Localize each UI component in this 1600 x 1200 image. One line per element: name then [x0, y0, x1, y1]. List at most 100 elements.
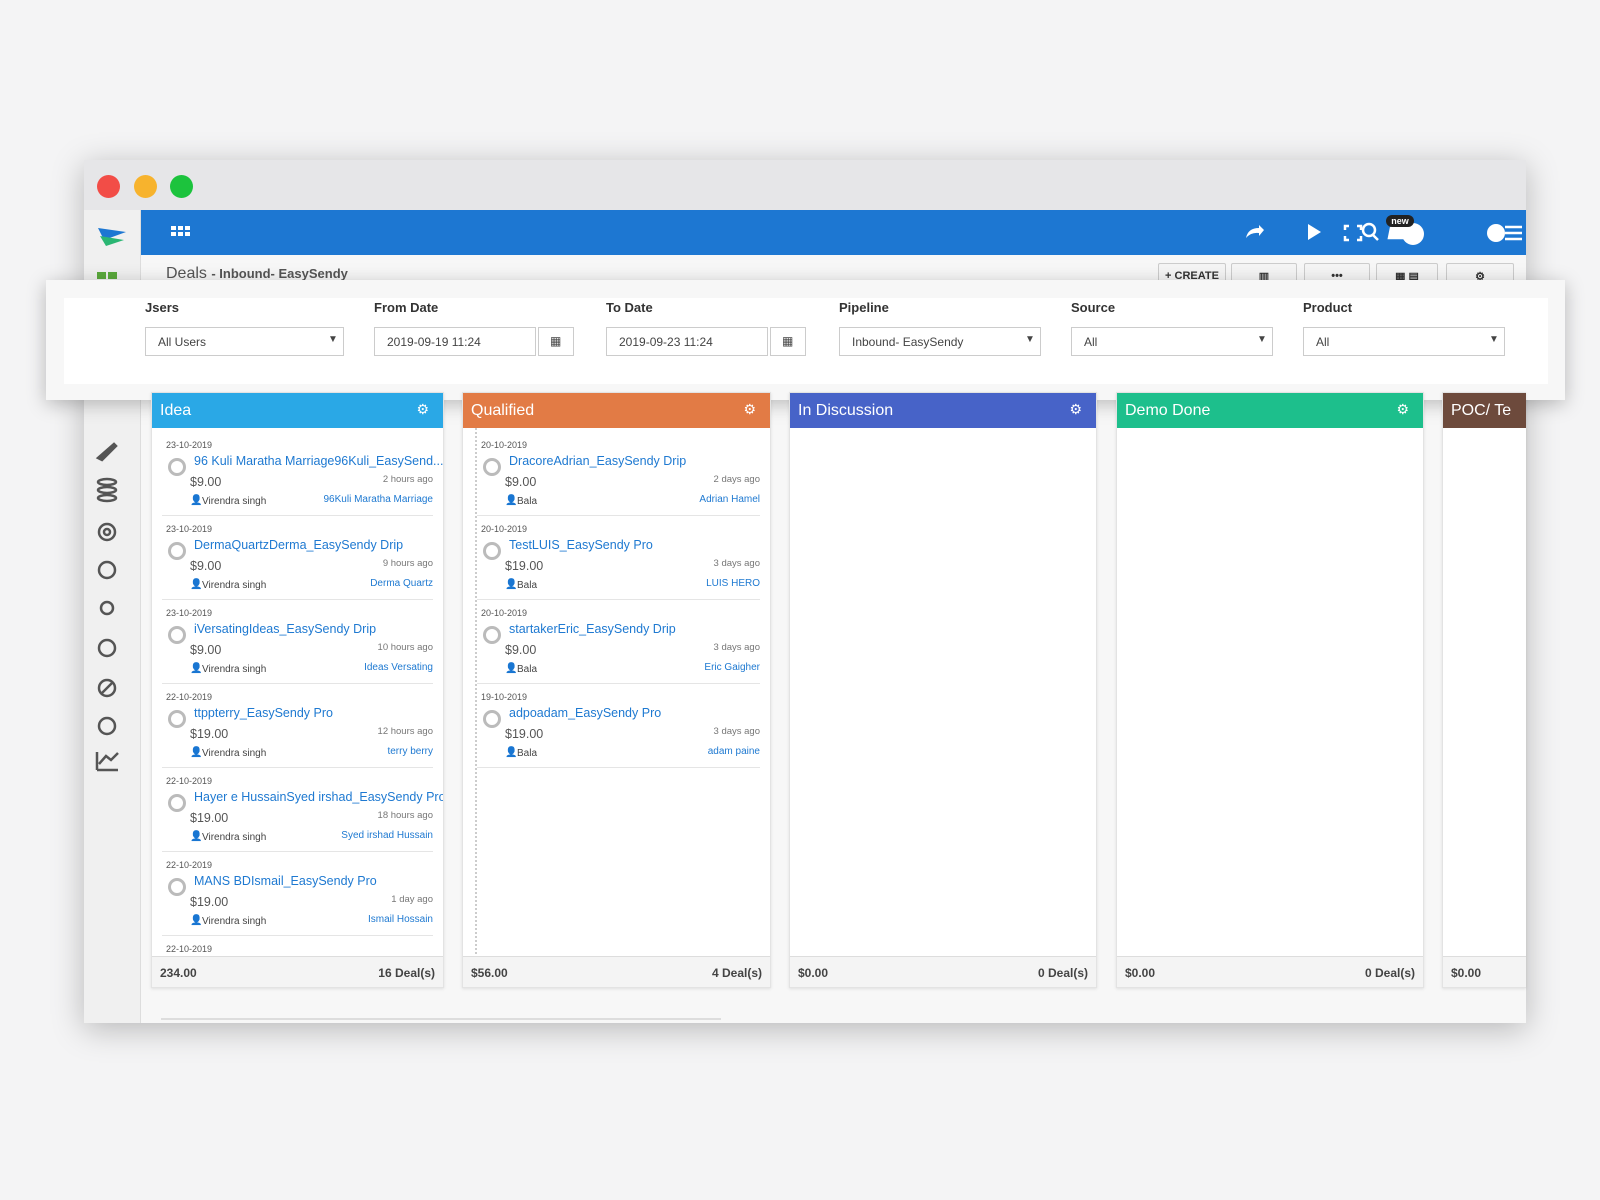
filter-input[interactable]: 2019-09-23 11:24 [606, 327, 768, 356]
deal-owner: Virendra singh [202, 580, 267, 591]
deal-age: 12 hours ago [377, 726, 433, 737]
filter-input[interactable]: All Users [145, 327, 344, 356]
minimize-button[interactable] [134, 175, 157, 198]
pipeline-column: Idea ⚙ 23-10-2019 96 Kuli Maratha Marriage9… [151, 392, 444, 988]
filter-label: From Date [374, 300, 439, 315]
column-footer: $56.00 4 Deal(s) [463, 956, 770, 987]
column-total: $0.00 [798, 966, 829, 980]
deal-name[interactable]: startakerEric_EasySendy Drip [509, 622, 676, 636]
filter-input[interactable]: Inbound- EasySendy [839, 327, 1041, 356]
deal-contact[interactable]: Eric Gaigher [704, 662, 760, 673]
deal-contact[interactable]: LUIS HERO [706, 578, 760, 589]
close-button[interactable] [97, 175, 120, 198]
deal-name[interactable]: TestLUIS_EasySendy Pro [509, 538, 653, 552]
deal-name[interactable]: Hayer e HussainSyed irshad_EasySendy Pro [194, 790, 443, 804]
deal-contact[interactable]: Syed irshad Hussain [341, 830, 433, 841]
avatar [168, 626, 186, 644]
deal-owner: Virendra singh [202, 664, 267, 675]
filter-input[interactable]: 2019-09-19 11:24 [374, 327, 536, 356]
pipeline-subtitle: - Inbound- EasySendy [211, 266, 348, 281]
deal-age: 2 days ago [713, 474, 760, 485]
deal-card[interactable]: 23-10-2019 96 Kuli Maratha Marriage96Kuli… [162, 432, 443, 516]
maximize-button[interactable] [170, 175, 193, 198]
scrollbar [161, 1018, 721, 1020]
column-settings[interactable]: ⚙ [743, 401, 756, 417]
calendar-button[interactable]: ▦ [538, 327, 574, 356]
deal-date: 20-10-2019 [481, 524, 528, 534]
deal-date: 23-10-2019 [166, 524, 213, 534]
deal-card[interactable]: 20-10-2019 startakerEric_EasySendy Drip $9… [477, 600, 760, 684]
filter-input[interactable]: All [1071, 327, 1273, 356]
deal-name[interactable]: ttppterry_EasySendy Pro [194, 706, 333, 720]
deal-owner: Virendra singh [202, 916, 267, 927]
column-settings[interactable]: ⚙ [416, 401, 429, 417]
deal-date: 20-10-2019 [481, 608, 528, 618]
deal-age: 2 hours ago [382, 474, 433, 485]
deal-contact[interactable]: adam paine [707, 746, 760, 757]
deal-card[interactable]: 22-10-2019 [162, 936, 433, 958]
deal-age: 18 hours ago [377, 810, 433, 821]
deal-age: 3 days ago [713, 558, 760, 569]
deal-count: 16 Deal(s) [378, 966, 435, 980]
deal-contact[interactable]: terry berry [387, 746, 433, 757]
deal-card[interactable]: 22-10-2019 MANS BDIsmail_EasySendy Pro $19… [162, 852, 433, 936]
deal-name[interactable]: DermaQuartzDerma_EasySendy Drip [194, 538, 404, 552]
deal-card[interactable]: 20-10-2019 TestLUIS_EasySendy Pro $19.00 3 … [477, 516, 760, 600]
deal-contact[interactable]: Ismail Hossain [367, 914, 433, 925]
deal-amount: $19.00 [190, 811, 229, 825]
calendar-button[interactable]: ▦ [770, 327, 806, 356]
deal-amount: $9.00 [190, 643, 222, 657]
avatar [168, 878, 186, 896]
filter-label: Pipeline [839, 300, 889, 315]
avatar [483, 710, 501, 728]
avatar [168, 794, 186, 812]
deal-age: 3 days ago [713, 642, 760, 653]
deal-contact[interactable]: 96Kuli Maratha Marriage [323, 494, 434, 505]
deal-card[interactable]: 22-10-2019 ttppterry_EasySendy Pro $19.00 1… [162, 684, 433, 768]
deal-age: 1 day ago [391, 894, 433, 905]
deal-contact[interactable]: Adrian Hamel [699, 494, 760, 505]
filter-label: Source [1071, 300, 1116, 315]
deal-card[interactable]: 23-10-2019 iVersatingIdeas_EasySendy Drip… [162, 600, 433, 684]
deal-count: 4 Deal(s) [711, 966, 762, 980]
deal-date: 22-10-2019 [166, 692, 213, 702]
owner-icon: 👤 [505, 495, 518, 506]
column-footer: $0.00 [1443, 956, 1526, 987]
pipeline-column: POC/ Te $0.00 [1442, 392, 1526, 988]
column-total: $0.00 [1451, 966, 1482, 980]
deal-amount: $9.00 [505, 475, 537, 489]
deal-card[interactable]: 22-10-2019 Hayer e HussainSyed irshad_Eas… [162, 768, 443, 852]
page-heading: Deals - Inbound- EasySendy [166, 265, 348, 283]
owner-icon: 👤 [505, 579, 518, 590]
deal-card[interactable]: 20-10-2019 DracoreAdrian_EasySendy Drip $9… [477, 432, 760, 516]
deal-amount: $19.00 [505, 727, 544, 741]
deal-card[interactable]: 19-10-2019 adpoadam_EasySendy Pro $19.00 3 … [477, 684, 760, 768]
deal-name[interactable]: MANS BDIsmail_EasySendy Pro [194, 874, 377, 888]
deal-name[interactable]: iVersatingIdeas_EasySendy Drip [194, 622, 377, 636]
column-header: In Discussion ⚙ [790, 393, 1096, 428]
owner-icon: 👤 [190, 663, 203, 674]
deal-name[interactable]: DracoreAdrian_EasySendy Drip [509, 454, 687, 468]
avatar [168, 710, 186, 728]
owner-icon: 👤 [190, 831, 203, 842]
column-settings[interactable]: ⚙ [1396, 401, 1409, 417]
deal-name[interactable]: 96 Kuli Maratha Marriage96Kuli_EasySend.… [194, 454, 443, 468]
owner-icon: 👤 [190, 915, 203, 926]
column-header: Demo Done ⚙ [1117, 393, 1423, 428]
deal-card[interactable]: 23-10-2019 DermaQuartzDerma_EasySendy Dri… [162, 516, 433, 600]
deal-date: 19-10-2019 [481, 692, 528, 702]
deal-age: 9 hours ago [382, 558, 433, 569]
deal-contact[interactable]: Derma Quartz [370, 578, 433, 589]
column-header: POC/ Te [1443, 393, 1526, 428]
owner-icon: 👤 [505, 747, 518, 758]
dropdown-caret: ▼ [328, 334, 338, 345]
card-list [1443, 428, 1526, 958]
deal-amount: $9.00 [190, 475, 222, 489]
filter-input[interactable]: All [1303, 327, 1505, 356]
column-settings[interactable]: ⚙ [1069, 401, 1082, 417]
deal-name[interactable]: adpoadam_EasySendy Pro [509, 706, 662, 720]
deal-count: 0 Deal(s) [1037, 966, 1088, 980]
deal-contact[interactable]: Ideas Versating [364, 662, 433, 673]
deal-date: 23-10-2019 [166, 440, 213, 450]
deal-age: 3 days ago [713, 726, 760, 737]
